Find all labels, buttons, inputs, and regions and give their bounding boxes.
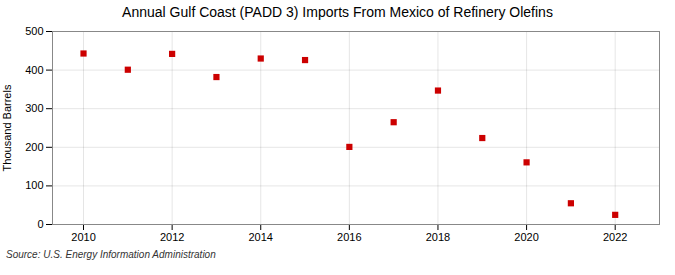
svg-text:2020: 2020	[514, 231, 538, 243]
html-text:Annual Gulf Coast (PADD 3) Imp: Annual Gulf Coast (PADD 3) Imports From …	[122, 4, 553, 20]
svg-text:100: 100	[25, 179, 43, 191]
svg-text:2014: 2014	[248, 231, 272, 243]
svg-text:2022: 2022	[603, 231, 627, 243]
svg-text:2012: 2012	[160, 231, 184, 243]
svg-text:300: 300	[25, 102, 43, 114]
html-text:Source: U.S. Energy Informatio: Source: U.S. Energy Information Administ…	[6, 249, 216, 260]
svg-text:2010: 2010	[71, 231, 95, 243]
svg-text:Thousand Barrels: Thousand Barrels	[1, 84, 13, 171]
svg-text:200: 200	[25, 141, 43, 153]
svg-text:0: 0	[37, 218, 43, 230]
svg-text:2018: 2018	[426, 231, 450, 243]
svg-text:2016: 2016	[337, 231, 361, 243]
svg-text:500: 500	[25, 25, 43, 37]
svg-text:400: 400	[25, 64, 43, 76]
